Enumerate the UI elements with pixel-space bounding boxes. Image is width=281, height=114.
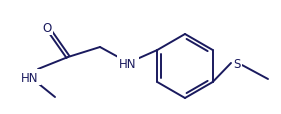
Text: S: S — [233, 57, 241, 70]
Text: HN: HN — [119, 57, 137, 70]
Text: HN: HN — [21, 71, 39, 84]
Text: O: O — [42, 21, 52, 34]
